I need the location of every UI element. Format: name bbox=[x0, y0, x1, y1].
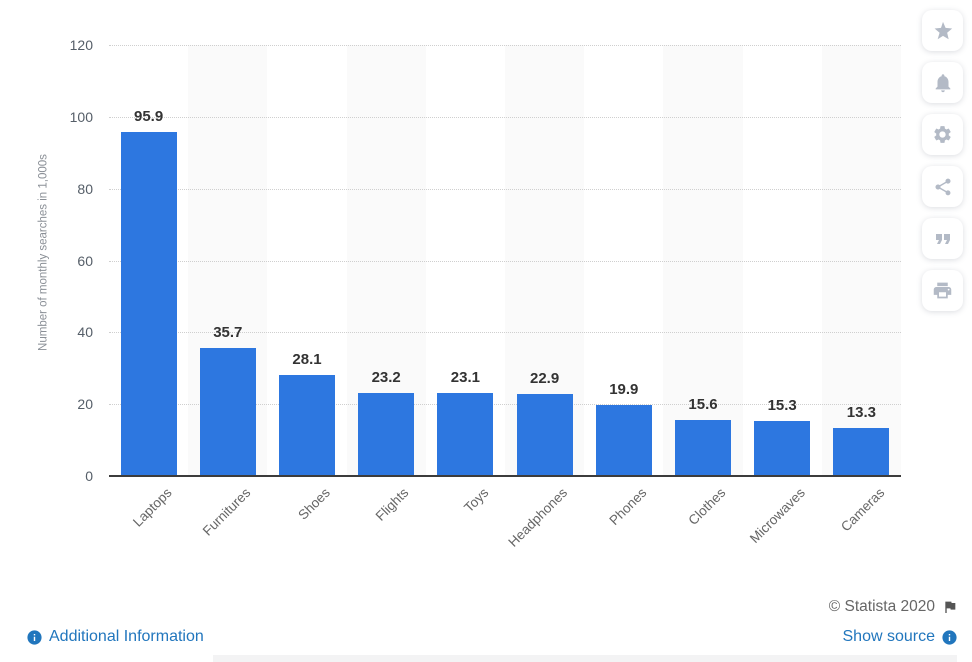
x-axis-label-microwaves: Microwaves bbox=[746, 485, 808, 546]
share-icon bbox=[935, 178, 950, 195]
gridline bbox=[109, 332, 901, 334]
bar-shoes[interactable] bbox=[279, 375, 335, 476]
info-icon bbox=[942, 629, 957, 645]
bar-value-label: 22.9 bbox=[529, 369, 560, 387]
copyright-text: © Statista 2020 bbox=[828, 598, 935, 615]
bar-furnitures[interactable] bbox=[199, 347, 256, 476]
bar-value-label: 13.3 bbox=[846, 404, 876, 422]
bar-value-label: 23.1 bbox=[450, 369, 480, 387]
y-axis-tick-label: 120 bbox=[69, 37, 93, 53]
y-axis-tick-label: 100 bbox=[69, 108, 93, 125]
show-source-label: Show source bbox=[842, 628, 936, 645]
settings-button[interactable] bbox=[922, 114, 963, 155]
additional-information-label: Additional Information bbox=[49, 628, 204, 645]
bar-phones[interactable] bbox=[595, 404, 652, 476]
info-icon bbox=[27, 629, 42, 645]
alert-button[interactable] bbox=[922, 62, 963, 103]
x-axis-line bbox=[109, 475, 901, 477]
x-axis-label-cameras: Cameras bbox=[837, 485, 888, 535]
additional-information-link[interactable]: Additional Information bbox=[26, 628, 204, 646]
bar-value-label: 15.6 bbox=[688, 395, 718, 413]
y-axis-tick-label: 60 bbox=[77, 252, 93, 269]
bar-clothes[interactable] bbox=[675, 419, 731, 476]
bar-value-label: 28.1 bbox=[292, 351, 322, 369]
copyright-notice: © Statista 2020 bbox=[829, 598, 958, 616]
gridline bbox=[109, 116, 901, 118]
bell-icon bbox=[935, 73, 950, 92]
x-axis-label-laptops: Laptops bbox=[129, 485, 175, 530]
share-button[interactable] bbox=[922, 166, 963, 207]
bar-flights[interactable] bbox=[358, 392, 415, 476]
x-axis-label-headphones: Headphones bbox=[505, 485, 571, 550]
bar-value-label: 19.9 bbox=[609, 380, 639, 398]
print-icon bbox=[933, 282, 952, 299]
gridline bbox=[109, 188, 901, 190]
x-axis-label-clothes: Clothes bbox=[685, 485, 729, 528]
bottom-divider bbox=[213, 655, 957, 662]
x-axis-label-toys: Toys bbox=[460, 485, 492, 516]
bar-value-label: 95.9 bbox=[133, 107, 164, 125]
x-axis-label-furnitures: Furnitures bbox=[199, 485, 254, 539]
star-icon bbox=[934, 21, 952, 39]
gridline bbox=[109, 260, 901, 262]
y-axis-tick-label: 0 bbox=[85, 468, 93, 484]
gridline bbox=[109, 404, 901, 406]
show-source-link[interactable]: Show source bbox=[843, 628, 959, 646]
gear-icon bbox=[934, 126, 951, 143]
citation-button[interactable] bbox=[922, 218, 963, 259]
bar-laptops[interactable] bbox=[120, 131, 177, 476]
x-axis-label-flights: Flights bbox=[373, 485, 412, 524]
y-axis-title: Number of monthly searches in 1,000s bbox=[37, 154, 50, 351]
toolbar bbox=[922, 10, 963, 311]
bar-microwaves[interactable] bbox=[754, 421, 811, 476]
x-axis-label-shoes: Shoes bbox=[294, 485, 333, 523]
x-axis-label-phones: Phones bbox=[606, 485, 650, 528]
quote-icon bbox=[935, 233, 950, 244]
y-axis-tick-label: 20 bbox=[77, 396, 93, 413]
bar-value-label: 35.7 bbox=[213, 323, 243, 341]
bar-cameras[interactable] bbox=[833, 428, 890, 476]
bar-value-label: 23.2 bbox=[371, 368, 401, 386]
bar-toys[interactable] bbox=[437, 393, 494, 476]
y-axis-tick-label: 80 bbox=[77, 180, 93, 197]
bar-value-label: 15.3 bbox=[767, 397, 797, 415]
favorite-button[interactable] bbox=[922, 10, 963, 51]
y-axis-tick-label: 40 bbox=[77, 324, 93, 341]
flag-icon[interactable] bbox=[942, 599, 958, 615]
print-button[interactable] bbox=[922, 270, 963, 311]
gridline bbox=[109, 45, 901, 46]
bar-headphones[interactable] bbox=[516, 393, 573, 476]
